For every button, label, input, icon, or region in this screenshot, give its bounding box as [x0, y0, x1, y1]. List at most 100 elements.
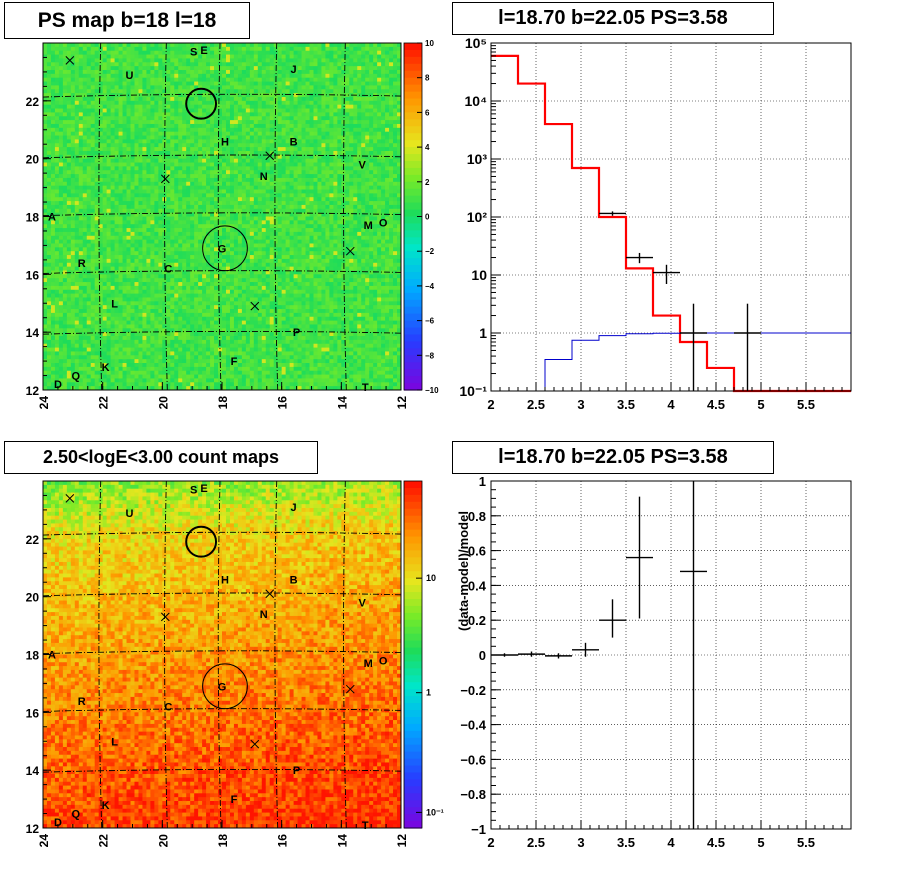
ps-colorbar-tick-label: 6 [425, 108, 430, 117]
count-colorbar-band [404, 481, 422, 489]
ps-colorbar-band [404, 209, 422, 218]
count-x-tick-label: 20 [156, 834, 170, 848]
count-source-label-a: A [48, 650, 56, 662]
count-grid-meridian [98, 480, 103, 829]
ps-colorbar-band [404, 133, 422, 141]
residual-y-tick-label: −1 [471, 822, 486, 837]
residual-x-tick-label: 2.5 [527, 835, 545, 850]
count-colorbar-band [404, 633, 422, 642]
count-source-marker [160, 612, 170, 622]
ps-x-tick-label: 18 [216, 396, 230, 410]
ps-grid-meridian [164, 42, 168, 391]
count-selected-source-circle [185, 525, 218, 558]
count-colorbar: 10 1 10⁻¹ [403, 480, 444, 829]
ps-source-label-s: S [190, 47, 197, 59]
ps-colorbar-band [404, 272, 422, 280]
ps-colorbar-band [404, 251, 422, 259]
count-source-label-r: R [78, 696, 86, 708]
count-heatmap-cells [43, 481, 402, 829]
residual-y-tick-label: −0.4 [460, 718, 486, 733]
ps-colorbar-band [404, 56, 422, 65]
spectrum-x-tick-label: 4 [667, 397, 675, 412]
ps-colorbar-band [404, 334, 422, 343]
count-colorbar-band [404, 814, 422, 822]
count-source-label-t: T [362, 820, 369, 832]
ps-x-tick-label: 24 [37, 396, 51, 410]
spectrum-x-tick-label: 2.5 [527, 397, 545, 412]
ps-map-title: PS map b=18 l=18 [4, 2, 250, 39]
spectrum-y-tick-label: 10⁴ [465, 93, 488, 109]
ps-colorbar-band [404, 112, 422, 120]
count-y-tick-label: 16 [26, 706, 40, 720]
count-source-marker [345, 684, 355, 694]
count-colorbar-band [404, 515, 422, 524]
ps-source-label-h: H [221, 136, 229, 148]
count-colorbar-band [404, 557, 422, 565]
ps-colorbar-tick-label: 10 [425, 39, 434, 48]
ps-source-label-a: A [48, 212, 56, 224]
count-source-label-e: E [200, 483, 207, 495]
count-colorbar-band [404, 807, 422, 815]
ps-colorbar-band [404, 292, 422, 301]
count-colorbar-band [404, 578, 422, 586]
count-region-circle [202, 663, 248, 710]
count-colorbar-band [404, 494, 422, 503]
ps-source-label-b: B [290, 136, 298, 148]
ps-source-label-j: J [291, 64, 297, 76]
count-colorbar-band [404, 765, 422, 774]
residual-y-tick-label: −0.2 [460, 683, 486, 698]
ps-colorbar-tick-label: −4 [425, 282, 435, 291]
count-colorbar-band [404, 598, 422, 607]
ps-colorbar-band [404, 320, 422, 329]
ps-colorbar-band [404, 258, 422, 266]
count-colorbar-band [404, 675, 422, 683]
ps-colorbar-band [404, 285, 422, 294]
ps-source-marker [250, 301, 260, 311]
count-x-tick-label: 24 [37, 834, 51, 848]
ps-colorbar-band [404, 195, 422, 204]
ps-colorbar-band [404, 140, 422, 148]
count-source-label-l: L [111, 736, 118, 748]
ps-x-tick-label: 22 [97, 396, 111, 410]
count-colorbar-band [404, 536, 422, 545]
ps-source-label-q: Q [72, 371, 81, 383]
ps-colorbar-band [404, 105, 422, 113]
count-colorbar-band [404, 730, 422, 739]
count-colorbar-band [404, 682, 422, 690]
ps-colorbar-band [404, 355, 422, 363]
count-source-label-f: F [231, 794, 238, 806]
count-grid-parallel [42, 650, 402, 655]
count-y-tick-label: 20 [26, 591, 40, 605]
count-source-marker [65, 493, 75, 503]
ps-source-marker [265, 151, 275, 161]
count-colorbar-band [404, 758, 422, 767]
count-colorbar-band [404, 571, 422, 579]
count-source-label-v: V [359, 597, 367, 609]
ps-colorbar-band [404, 43, 422, 51]
count-colorbar-band [404, 487, 422, 496]
residual-x-tick-label: 3.5 [617, 835, 635, 850]
ps-x-tick-label: 20 [156, 396, 170, 410]
count-colorbar-band [404, 723, 422, 732]
ps-colorbar-band [404, 348, 422, 356]
count-colorbar-band [404, 716, 422, 725]
residual-x-tick-label: 3 [577, 835, 584, 850]
count-colorbar-band [404, 626, 422, 635]
count-map-title: 2.50<logE<3.00 count maps [4, 441, 318, 474]
ps-x-tick-label: 16 [276, 396, 290, 410]
count-colorbar-frame [403, 480, 423, 829]
ps-colorbar-band [404, 265, 422, 273]
ps-colorbar-band [404, 376, 422, 384]
ps-colorbar-band [404, 369, 422, 377]
ps-y-tick-label: 22 [26, 95, 40, 109]
ps-source-marker [345, 246, 355, 256]
ps-grid-parallel [42, 330, 402, 335]
ps-colorbar-tick-label: −8 [425, 351, 435, 360]
ps-source-label-e: E [200, 45, 207, 57]
ps-x-tick-label: 14 [335, 396, 349, 410]
count-source-label-j: J [291, 502, 297, 514]
ps-colorbar-band [404, 91, 422, 100]
count-colorbar-band [404, 640, 422, 649]
count-colorbar-band [404, 543, 422, 551]
